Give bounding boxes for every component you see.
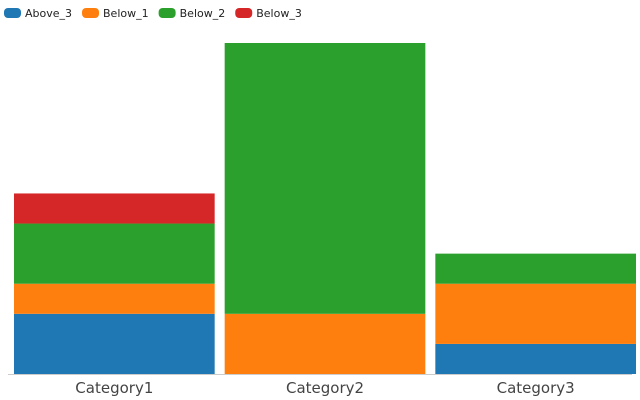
bar-category3-below-2[interactable]: [435, 253, 636, 284]
x-tick-label-category2: Category2: [286, 379, 364, 397]
bar-category3-below-1[interactable]: [435, 283, 636, 344]
legend-swatch-below-3[interactable]: [235, 8, 253, 18]
legend-label-below-1[interactable]: Below_1: [103, 7, 149, 20]
legend-label-below-2[interactable]: Below_2: [180, 7, 226, 20]
bars: [14, 43, 636, 374]
bar-category1-above-3[interactable]: [14, 313, 215, 374]
legend-swatch-below-2[interactable]: [158, 8, 176, 18]
x-tick-label-category3: Category3: [497, 379, 575, 397]
legend-swatch-below-1[interactable]: [82, 8, 100, 18]
bar-category3-above-3[interactable]: [435, 343, 636, 374]
legend: Above_3 Below_1 Below_2 Below_3: [4, 7, 302, 20]
legend-swatch-above-3[interactable]: [4, 8, 21, 18]
bar-category1-below-3[interactable]: [14, 193, 215, 224]
legend-label-above-3[interactable]: Above_3: [25, 7, 72, 20]
legend-label-below-3[interactable]: Below_3: [256, 7, 302, 20]
bar-category2-below-1[interactable]: [224, 313, 426, 374]
bar-category1-below-1[interactable]: [14, 283, 215, 314]
x-tick-label-category1: Category1: [75, 379, 153, 397]
bar-category2-below-2[interactable]: [224, 43, 426, 314]
x-axis-ticks: Category1 Category2 Category3: [75, 379, 574, 397]
bar-category1-below-2[interactable]: [14, 223, 215, 284]
